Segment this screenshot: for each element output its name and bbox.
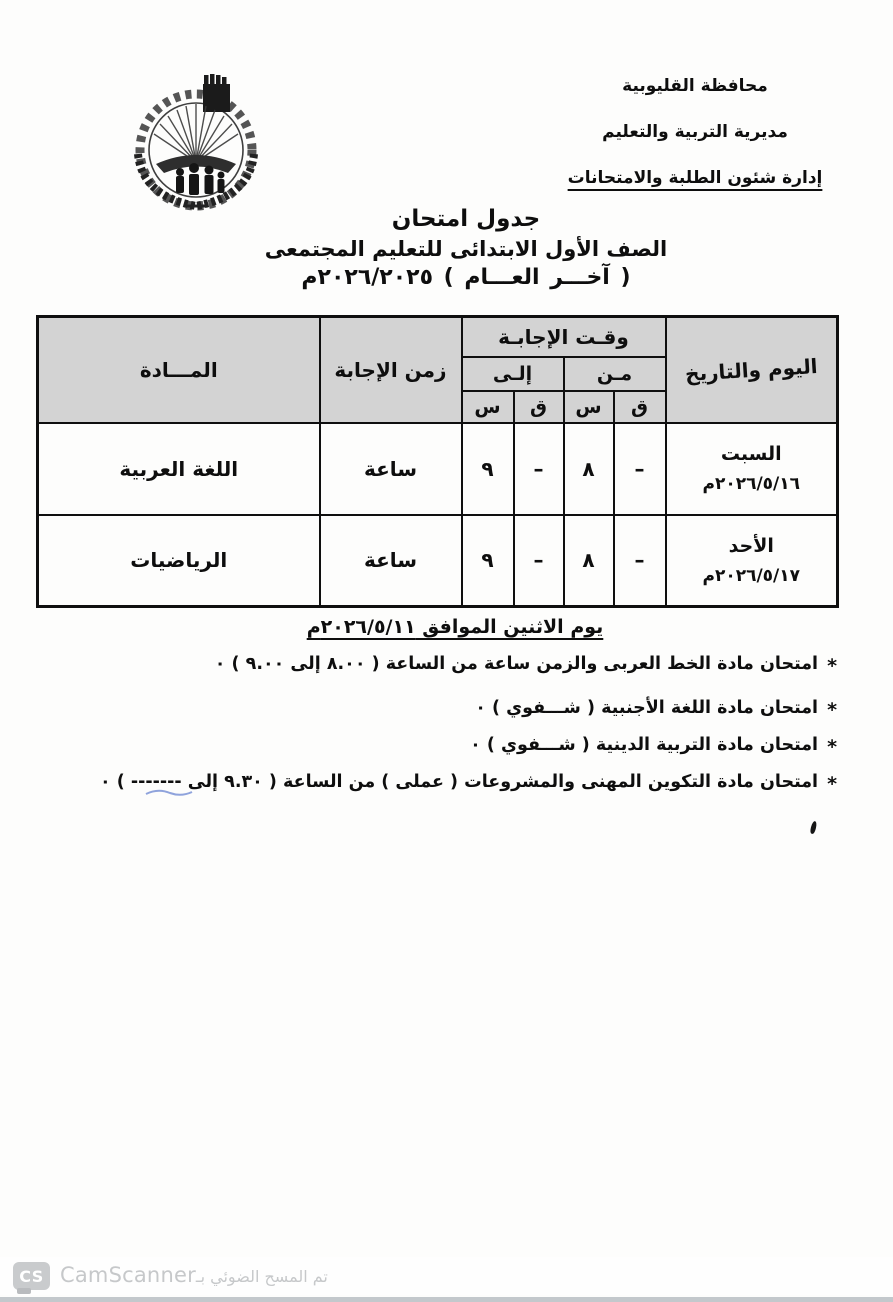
- header-from-hours: س: [562, 389, 615, 424]
- header-from-minutes: ق: [612, 389, 667, 424]
- header-answer-time: وقـت الإجابـة: [460, 315, 667, 358]
- org-department: إدارة شئون الطلبة والامتحانات: [567, 168, 823, 188]
- logo-hand-icon: [203, 74, 230, 112]
- day-name: السبت: [720, 442, 782, 465]
- pen-squiggle-mark: [145, 789, 193, 796]
- header-duration: زمن الإجابة: [318, 315, 463, 424]
- note-bullet: * امتحان مادة اللغة الأجنبية ( شـــفوي ) …: [47, 694, 837, 721]
- stray-ink-mark: [809, 820, 818, 835]
- header-to-hours: س: [460, 389, 515, 424]
- asterisk-bullet-icon: *: [827, 773, 837, 795]
- org-directorate: مديرية التربية والتعليم: [602, 122, 788, 142]
- logo-figures-icon: [176, 163, 225, 195]
- table-row: السبت ٢٠٢٦/٥/١٦م – ٨ – ٩ ساعة اللغة العر…: [36, 421, 839, 516]
- to-hours-cell: ٩: [460, 421, 515, 516]
- note-bullet: * امتحان مادة الخط العربى والزمن ساعة من …: [47, 650, 837, 677]
- org-governorate: محافظة القليوبية: [622, 76, 768, 96]
- from-minutes-cell: –: [612, 513, 667, 608]
- note-bullet: * امتحان مادة التكوين المهنى والمشروعات (…: [47, 768, 837, 795]
- asterisk-bullet-icon: *: [827, 655, 837, 677]
- title-line-2: الصف الأول الابتدائى للتعليم المجتمعى: [264, 237, 668, 261]
- camscanner-footer: CS تم المسح الضوئي بـCamScanner: [0, 1257, 893, 1295]
- exam-title-block: جدول امتحان الصف الأول الابتدائى للتعليم…: [246, 206, 686, 290]
- table-row: الأحد ٢٠٢٦/٥/١٧م – ٨ – ٩ ساعة الرياضيات: [36, 513, 839, 608]
- from-hours-cell: ٨: [562, 421, 615, 516]
- page-bottom-edge: [0, 1297, 893, 1302]
- day-name: الأحد: [728, 534, 774, 557]
- to-minutes-cell: –: [512, 421, 565, 516]
- note-text: امتحان مادة اللغة الأجنبية ( شـــفوي ) ٠: [475, 698, 819, 718]
- notes-list: * امتحان مادة الخط العربى والزمن ساعة من …: [47, 650, 837, 805]
- monday-note-heading: يوم الاثنين الموافق ٢٠٢٦/٥/١١م: [306, 616, 604, 638]
- scanned-with-watermark: تم المسح الضوئي بـCamScanner: [60, 1263, 334, 1287]
- org-header: محافظة القليوبية مديرية التربية والتعليم…: [540, 76, 850, 214]
- subject-cell: الرياضيات: [36, 513, 321, 608]
- title-line-3: ( آخـــر العـــام ) ٢٠٢٦/٢٠٢٥م: [301, 265, 631, 290]
- camscanner-logo-icon: CS: [13, 1262, 50, 1294]
- day-date: ٢٠٢٦/٥/١٧م: [702, 565, 801, 586]
- asterisk-bullet-icon: *: [827, 736, 837, 758]
- note-text: امتحان مادة الخط العربى والزمن ساعة من ا…: [214, 654, 819, 674]
- header-to: إلـى: [460, 355, 565, 392]
- header-subject: المـــادة: [36, 315, 321, 424]
- title-line-1: جدول امتحان: [391, 206, 541, 232]
- day-date: ٢٠٢٦/٥/١٦م: [702, 474, 801, 495]
- from-hours-cell: ٨: [562, 513, 615, 608]
- note-text: امتحان مادة التربية الدينية ( شـــفوي ) …: [470, 735, 819, 755]
- duration-cell: ساعة: [318, 513, 463, 608]
- day-date-cell: السبت ٢٠٢٦/٥/١٦م: [664, 421, 839, 516]
- asterisk-bullet-icon: *: [827, 699, 837, 721]
- header-to-minutes: ق: [512, 389, 565, 424]
- day-date-cell: الأحد ٢٠٢٦/٥/١٧م: [664, 513, 839, 608]
- to-minutes-cell: –: [512, 513, 565, 608]
- duration-cell: ساعة: [318, 421, 463, 516]
- note-bullet: * امتحان مادة التربية الدينية ( شـــفوي )…: [47, 731, 837, 758]
- subject-cell: اللغة العربية: [36, 421, 321, 516]
- exam-schedule-table: اليوم والتاريخ وقـت الإجابـة زمن الإجابة…: [36, 315, 839, 608]
- from-minutes-cell: –: [612, 421, 667, 516]
- to-hours-cell: ٩: [460, 513, 515, 608]
- header-from: مـن: [562, 355, 667, 392]
- camscanner-brand: CamScanner: [60, 1263, 196, 1287]
- note-text: امتحان مادة التكوين المهنى والمشروعات ( …: [99, 772, 819, 792]
- ministry-of-education-logo: [134, 74, 258, 211]
- scanned-with-text: تم المسح الضوئي بـ: [195, 1267, 328, 1286]
- header-day-date: اليوم والتاريخ: [664, 315, 839, 424]
